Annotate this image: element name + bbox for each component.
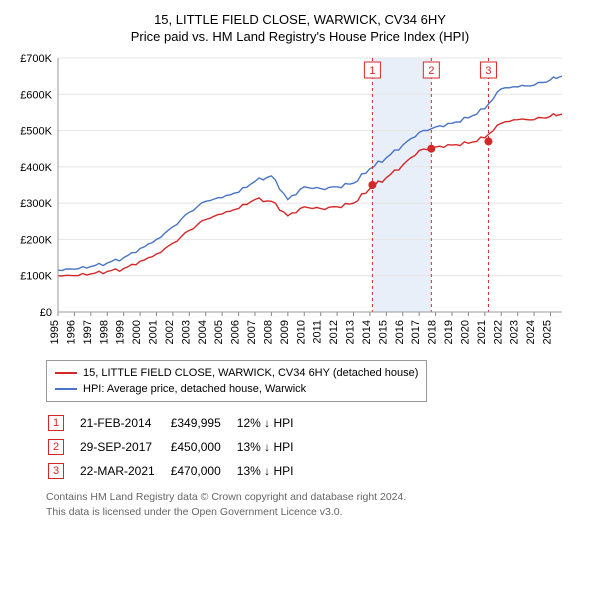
x-axis-label: 2016	[394, 320, 406, 344]
x-axis-label: 2013	[345, 320, 357, 344]
x-axis-label: 2025	[542, 320, 554, 344]
x-axis-label: 1995	[49, 320, 61, 344]
x-axis-label: 2011	[312, 320, 324, 344]
legend-label-property: 15, LITTLE FIELD CLOSE, WARWICK, CV34 6H…	[83, 365, 418, 381]
y-axis-label: £0	[40, 307, 52, 319]
y-axis-label: £700K	[20, 53, 52, 65]
marker-badge-inchart: 1	[369, 65, 375, 77]
y-axis-label: £400K	[20, 162, 52, 174]
marker-row: 2 29-SEP-2017£450,00013% ↓ HPI	[48, 436, 307, 458]
x-axis-label: 2017	[410, 320, 422, 344]
marker-badge: 1	[48, 415, 64, 431]
chart-container: £0 £100K £200K £300K £400K £500K £600K £700K 199…	[10, 52, 590, 352]
x-axis-label: 2008	[262, 320, 274, 344]
price-chart: £0 £100K £200K £300K £400K £500K £600K £700K 199…	[10, 52, 570, 352]
marker-price: £349,995	[171, 412, 235, 434]
marker-date: 22-MAR-2021	[80, 460, 169, 482]
x-axis-label: 2001	[148, 320, 160, 344]
chart-title: 15, LITTLE FIELD CLOSE, WARWICK, CV34 6H…	[10, 12, 590, 27]
marker-row: 1 21-FEB-2014£349,99512% ↓ HPI	[48, 412, 307, 434]
x-axis-label: 2004	[197, 320, 209, 344]
y-axis-label: £200K	[20, 234, 52, 246]
legend: 15, LITTLE FIELD CLOSE, WARWICK, CV34 6H…	[46, 360, 427, 402]
legend-label-hpi: HPI: Average price, detached house, Warw…	[83, 381, 306, 397]
y-axis-label: £300K	[20, 198, 52, 210]
chart-subtitle: Price paid vs. HM Land Registry's House …	[10, 29, 590, 44]
x-axis-label: 1999	[115, 320, 127, 344]
x-axis-label: 2009	[279, 320, 291, 344]
x-axis-label: 2022	[492, 320, 504, 344]
marker-badge-inchart: 2	[428, 65, 434, 77]
marker-row: 3 22-MAR-2021£470,00013% ↓ HPI	[48, 460, 307, 482]
x-axis-label: 2018	[427, 320, 439, 344]
x-axis-label: 2012	[328, 320, 340, 344]
marker-date: 21-FEB-2014	[80, 412, 169, 434]
legend-swatch-hpi	[55, 388, 77, 390]
x-axis-label: 2007	[246, 320, 258, 344]
x-axis-label: 2024	[525, 320, 537, 344]
x-axis-label: 2006	[230, 320, 242, 344]
marker-pct: 12% ↓ HPI	[237, 412, 308, 434]
x-axis-label: 2005	[213, 320, 225, 344]
x-axis-label: 1997	[82, 320, 94, 344]
footer: Contains HM Land Registry data © Crown c…	[46, 490, 590, 519]
marker-badge-inchart: 3	[485, 65, 491, 77]
marker-badge: 3	[48, 463, 64, 479]
marker-badge: 2	[48, 439, 64, 455]
legend-swatch-property	[55, 372, 77, 374]
marker-price: £470,000	[171, 460, 235, 482]
x-axis-label: 2000	[131, 320, 143, 344]
x-axis-label: 2014	[361, 320, 373, 344]
marker-pct: 13% ↓ HPI	[237, 436, 308, 458]
marker-table: 1 21-FEB-2014£349,99512% ↓ HPI 2 29-SEP-201…	[46, 410, 309, 484]
x-axis-label: 2023	[509, 320, 521, 344]
legend-row-property: 15, LITTLE FIELD CLOSE, WARWICK, CV34 6H…	[55, 365, 418, 381]
footer-line1: Contains HM Land Registry data © Crown c…	[46, 490, 590, 505]
x-axis-label: 2019	[443, 320, 455, 344]
x-axis-label: 2021	[476, 320, 488, 344]
marker-pct: 13% ↓ HPI	[237, 460, 308, 482]
x-axis-label: 2002	[164, 320, 176, 344]
y-axis-label: £600K	[20, 89, 52, 101]
x-axis-label: 2020	[459, 320, 471, 344]
footer-line2: This data is licensed under the Open Gov…	[46, 505, 590, 520]
y-axis-label: £500K	[20, 126, 52, 138]
marker-price: £450,000	[171, 436, 235, 458]
x-axis-label: 2003	[180, 320, 192, 344]
marker-date: 29-SEP-2017	[80, 436, 169, 458]
x-axis-label: 2015	[377, 320, 389, 344]
y-axis-label: £100K	[20, 271, 52, 283]
x-axis-label: 1996	[65, 320, 77, 344]
x-axis-label: 2010	[295, 320, 307, 344]
x-axis-label: 1998	[98, 320, 110, 344]
legend-row-hpi: HPI: Average price, detached house, Warw…	[55, 381, 418, 397]
